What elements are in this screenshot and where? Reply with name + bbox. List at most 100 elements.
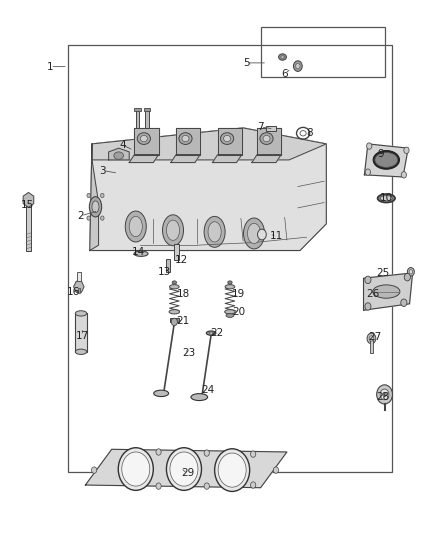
Circle shape	[251, 482, 256, 488]
Bar	[136, 109, 139, 128]
Text: 3: 3	[99, 166, 106, 175]
Circle shape	[365, 303, 371, 310]
Ellipse shape	[172, 281, 177, 284]
Circle shape	[170, 452, 198, 486]
Ellipse shape	[134, 251, 148, 256]
Ellipse shape	[154, 390, 169, 397]
Circle shape	[101, 193, 104, 198]
Text: 23: 23	[183, 348, 196, 358]
Ellipse shape	[179, 133, 192, 144]
Ellipse shape	[263, 135, 270, 142]
Ellipse shape	[247, 223, 261, 244]
Circle shape	[166, 448, 201, 490]
Text: 28: 28	[377, 392, 390, 402]
Circle shape	[293, 61, 302, 71]
Ellipse shape	[140, 135, 147, 142]
Polygon shape	[364, 273, 413, 310]
Circle shape	[171, 318, 177, 326]
Bar	[266, 126, 276, 131]
Polygon shape	[252, 155, 281, 163]
Text: 6: 6	[281, 69, 288, 78]
Circle shape	[383, 392, 386, 397]
Polygon shape	[109, 148, 129, 160]
Ellipse shape	[89, 197, 102, 217]
Bar	[170, 318, 179, 322]
Text: 8: 8	[306, 128, 313, 138]
Polygon shape	[212, 155, 242, 163]
Text: 5: 5	[243, 58, 250, 68]
Bar	[68, 45, 392, 472]
Ellipse shape	[244, 218, 265, 249]
Circle shape	[407, 268, 414, 276]
Text: 24: 24	[201, 385, 215, 395]
Polygon shape	[92, 128, 326, 160]
Polygon shape	[218, 128, 242, 155]
Circle shape	[409, 270, 413, 274]
Polygon shape	[129, 155, 159, 163]
Circle shape	[367, 143, 372, 149]
Circle shape	[156, 483, 161, 489]
Text: 27: 27	[368, 332, 381, 342]
Polygon shape	[176, 128, 200, 155]
Circle shape	[204, 450, 209, 456]
Text: 10: 10	[380, 193, 393, 203]
Ellipse shape	[225, 285, 235, 289]
Text: 13: 13	[158, 267, 171, 277]
Ellipse shape	[260, 133, 273, 144]
Bar	[26, 200, 31, 251]
Text: 17: 17	[76, 331, 89, 341]
Ellipse shape	[137, 133, 151, 144]
Circle shape	[156, 449, 161, 455]
Text: 9: 9	[378, 149, 385, 158]
Circle shape	[404, 273, 410, 281]
Circle shape	[365, 169, 371, 175]
Text: 14: 14	[131, 247, 145, 256]
Polygon shape	[90, 144, 99, 251]
Ellipse shape	[378, 194, 395, 203]
Text: 18: 18	[177, 289, 190, 299]
Ellipse shape	[75, 349, 87, 354]
Polygon shape	[134, 128, 159, 155]
Circle shape	[87, 216, 90, 220]
Ellipse shape	[279, 54, 286, 60]
Ellipse shape	[209, 332, 213, 334]
Ellipse shape	[225, 310, 235, 314]
Ellipse shape	[191, 393, 208, 401]
Circle shape	[401, 299, 407, 306]
Bar	[77, 272, 81, 281]
Ellipse shape	[223, 135, 230, 142]
Bar	[134, 108, 141, 111]
Polygon shape	[90, 128, 326, 251]
Ellipse shape	[114, 152, 124, 159]
Text: 11: 11	[270, 231, 283, 240]
Circle shape	[118, 448, 153, 490]
Ellipse shape	[220, 133, 233, 144]
Circle shape	[367, 333, 376, 344]
Bar	[166, 259, 170, 272]
Circle shape	[296, 63, 300, 69]
Bar	[174, 244, 179, 260]
Text: 26: 26	[367, 289, 380, 299]
Ellipse shape	[169, 310, 180, 314]
Ellipse shape	[170, 285, 179, 289]
Ellipse shape	[75, 311, 87, 316]
Ellipse shape	[206, 331, 216, 335]
Ellipse shape	[204, 216, 225, 247]
Circle shape	[273, 467, 279, 473]
Circle shape	[218, 453, 246, 487]
Polygon shape	[171, 155, 200, 163]
Ellipse shape	[92, 201, 99, 213]
Bar	[144, 108, 150, 111]
Circle shape	[92, 467, 97, 473]
Text: 25: 25	[377, 268, 390, 278]
Bar	[78, 288, 80, 293]
Ellipse shape	[208, 222, 221, 242]
Bar	[145, 109, 149, 128]
Bar	[75, 313, 87, 352]
Ellipse shape	[373, 285, 400, 298]
Text: 12: 12	[175, 255, 188, 265]
Ellipse shape	[228, 281, 232, 284]
Bar	[261, 27, 385, 77]
Text: 29: 29	[181, 469, 194, 478]
Polygon shape	[257, 128, 281, 155]
